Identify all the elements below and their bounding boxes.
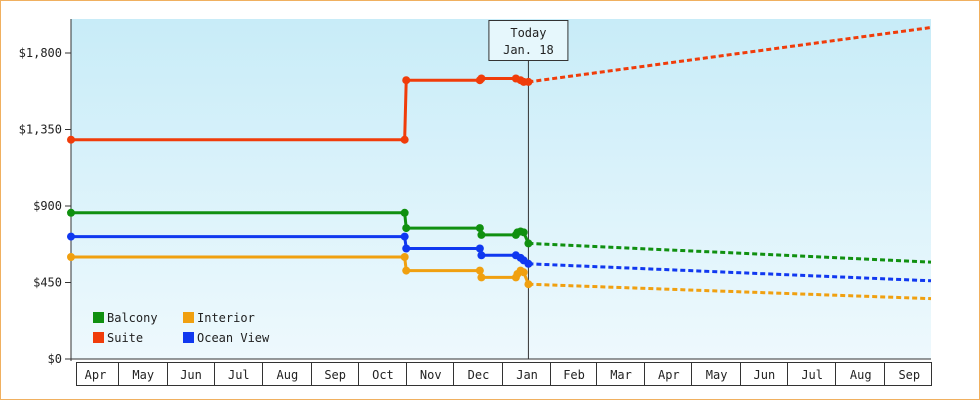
data-point-interior[interactable]: [400, 253, 409, 261]
series-balcony: [67, 208, 932, 264]
x-tick-label: Jul: [228, 368, 250, 382]
x-tick-label: Jul: [801, 368, 823, 382]
data-point-suite[interactable]: [477, 74, 486, 83]
series-forecast-ocean-view: [528, 262, 932, 283]
data-point-balcony[interactable]: [524, 239, 533, 248]
data-point-interior[interactable]: [524, 280, 533, 289]
legend-item-suite[interactable]: Suite: [93, 331, 143, 345]
x-tick-label: May: [132, 368, 154, 382]
x-tick-label: May: [706, 368, 728, 382]
x-tick-label: Feb: [563, 368, 585, 382]
data-point-interior[interactable]: [519, 268, 528, 277]
legend-label-balcony: Balcony: [107, 311, 158, 325]
data-point-balcony[interactable]: [519, 228, 528, 237]
today-label: Today: [510, 26, 546, 40]
y-tick-label: $450: [33, 276, 62, 290]
legend-swatch-suite: [93, 332, 104, 343]
data-point-ocean-view[interactable]: [524, 259, 533, 268]
series-forecast-suite: [528, 26, 932, 84]
series-interior: [67, 253, 932, 301]
x-tick-label: Apr: [85, 368, 107, 382]
x-tick-label: Mar: [610, 368, 632, 382]
data-point-ocean-view[interactable]: [402, 244, 411, 253]
legend-label-suite: Suite: [107, 331, 143, 345]
data-point-ocean-view[interactable]: [477, 251, 486, 260]
data-point-suite[interactable]: [524, 77, 533, 86]
data-point-ocean-view[interactable]: [67, 232, 75, 241]
y-tick-label: $1,350: [19, 123, 62, 137]
data-point-balcony[interactable]: [475, 224, 484, 233]
x-axis-month-strip: [76, 362, 932, 386]
x-tick-label: Aug: [277, 368, 299, 382]
x-tick-label: Jun: [180, 368, 202, 382]
series-forecast-balcony: [528, 241, 932, 264]
x-tick-label: Nov: [420, 368, 442, 382]
data-point-suite[interactable]: [400, 135, 409, 144]
legend-label-ocean-view: Ocean View: [197, 331, 270, 345]
legend-swatch-ocean-view: [183, 332, 194, 343]
x-tick-label: Jun: [754, 368, 776, 382]
series-suite: [67, 26, 932, 144]
data-point-interior[interactable]: [475, 266, 484, 275]
data-point-balcony[interactable]: [513, 228, 522, 237]
data-point-interior[interactable]: [67, 253, 75, 261]
legend-swatch-interior: [183, 312, 194, 323]
series-ocean-view: [67, 232, 932, 283]
x-tick-label: Jan: [516, 368, 538, 382]
data-point-suite[interactable]: [402, 76, 411, 85]
legend-item-balcony[interactable]: Balcony: [93, 311, 158, 325]
data-point-balcony[interactable]: [67, 208, 75, 217]
data-point-ocean-view[interactable]: [400, 232, 409, 241]
y-tick-label: $0: [48, 352, 62, 366]
data-point-balcony[interactable]: [400, 208, 409, 217]
legend-item-ocean-view[interactable]: Ocean View: [183, 331, 270, 345]
legend-item-interior[interactable]: Interior: [183, 311, 255, 325]
x-tick-label: Dec: [468, 368, 490, 382]
x-tick-label: Sep: [324, 368, 346, 382]
x-tick-label: Aug: [850, 368, 872, 382]
data-point-ocean-view[interactable]: [475, 244, 484, 253]
y-tick-label: $900: [33, 199, 62, 213]
x-tick-label: Oct: [372, 368, 394, 382]
data-point-balcony[interactable]: [402, 224, 411, 233]
today-box: [488, 20, 569, 61]
series-forecast-interior: [528, 282, 932, 301]
today-date-label: Jan. 18: [503, 43, 554, 57]
data-point-suite[interactable]: [67, 135, 75, 144]
legend-swatch-balcony: [93, 312, 104, 323]
y-tick-label: $1,800: [19, 46, 62, 60]
data-point-interior[interactable]: [477, 273, 486, 282]
data-point-interior[interactable]: [513, 270, 522, 278]
data-point-balcony[interactable]: [477, 230, 486, 239]
x-tick-label: Sep: [898, 368, 920, 382]
x-tick-label: Apr: [658, 368, 680, 382]
legend-label-interior: Interior: [197, 311, 255, 325]
data-point-interior[interactable]: [402, 266, 411, 275]
plot-area: [71, 19, 931, 359]
